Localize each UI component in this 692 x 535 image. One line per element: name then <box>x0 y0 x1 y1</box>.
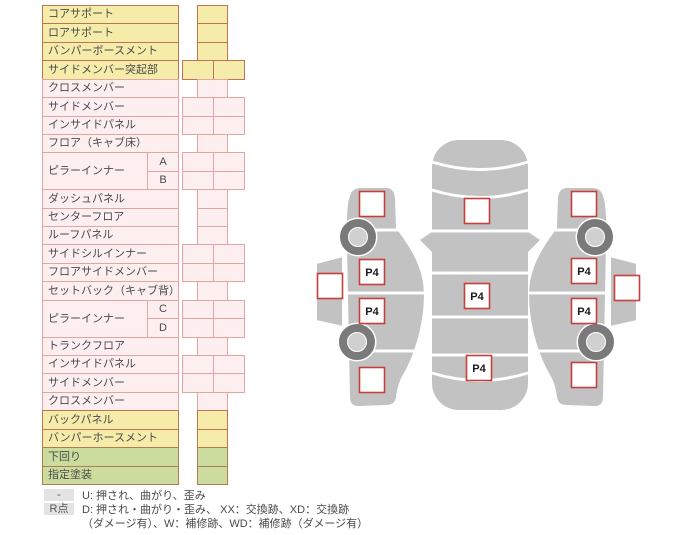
damage-marker-p4[interactable]: P4 <box>572 299 597 324</box>
part-label-cell: クロスメンバー <box>42 392 179 411</box>
legend-row: -U: 押され、曲がり、歪み <box>44 488 368 502</box>
part-label-cell: バンパーボースメント <box>42 42 179 61</box>
part-label-cell: サイドシルインナー <box>42 244 179 264</box>
right-mirror-icon <box>528 232 540 252</box>
legend-code-chip: - <box>44 489 74 501</box>
damage-mark-cell[interactable] <box>182 152 214 172</box>
damage-marker-p4[interactable]: P4 <box>360 260 385 285</box>
damage-mark-cell[interactable] <box>213 263 245 282</box>
damage-mark-cell[interactable] <box>197 134 228 153</box>
damage-mark-cell[interactable] <box>197 23 228 43</box>
damage-marker-square[interactable] <box>615 276 640 301</box>
part-label-cell: 下回り <box>42 447 179 467</box>
damage-mark-cell[interactable] <box>213 171 245 190</box>
part-label-cell: バンパーホースメント <box>42 429 179 448</box>
damage-marker-square[interactable] <box>318 274 343 299</box>
damage-marker-square[interactable] <box>360 368 385 393</box>
legend-code-chip: R点 <box>44 503 74 515</box>
damage-mark-cell[interactable] <box>197 79 228 98</box>
damage-mark-cell[interactable] <box>197 410 228 430</box>
car-damage-diagram: P4 P4 P4 P4 P4 P4 <box>300 130 692 420</box>
damage-mark-cell[interactable] <box>197 337 228 356</box>
legend: -U: 押され、曲がり、歪みR点D: 押され・曲がり・歪み、 XX：交換跡、XD… <box>44 488 368 530</box>
damage-mark-cell[interactable] <box>197 189 228 209</box>
damage-mark-cell[interactable] <box>182 244 214 264</box>
damage-mark-cell[interactable] <box>213 244 245 264</box>
pillar-sub-cell: B <box>147 171 179 190</box>
damage-sheet: コアサポートロアサポートバンパーボースメントサイドメンバー突起部クロスメンバーサ… <box>0 0 692 535</box>
damage-mark-cell[interactable] <box>197 208 228 227</box>
damage-mark-cell[interactable] <box>182 318 214 338</box>
damage-mark-cell[interactable] <box>182 60 214 80</box>
damage-mark-cell[interactable] <box>213 318 245 338</box>
svg-text:P4: P4 <box>472 363 486 375</box>
damage-mark-cell[interactable] <box>182 355 214 374</box>
damage-mark-cell[interactable] <box>197 429 228 448</box>
damage-mark-cell[interactable] <box>213 355 245 374</box>
part-label-cell: ダッシュパネル <box>42 189 179 209</box>
damage-marker-p4[interactable]: P4 <box>572 259 597 284</box>
damage-mark-cell[interactable] <box>213 300 245 319</box>
legend-row: （ダメージ有）、W：補修跡、WD：補修跡（ダメージ有） <box>44 516 368 530</box>
part-label-cell: コアサポート <box>42 5 179 24</box>
damage-mark-cell[interactable] <box>197 281 228 301</box>
part-label-cell: フロアサイドメンバー <box>42 263 179 282</box>
left-mirror-icon <box>420 232 432 252</box>
damage-mark-cell[interactable] <box>182 300 214 319</box>
part-label-cell: サイドメンバー <box>42 97 179 117</box>
part-label-cell: ロアサポート <box>42 23 179 43</box>
damage-marker-p4[interactable]: P4 <box>467 356 492 381</box>
part-label-cell: ピラーインナー <box>42 152 148 190</box>
part-label-cell: インサイドパネル <box>42 116 179 135</box>
svg-text:P4: P4 <box>470 291 484 303</box>
part-label-cell: セットバック（キャブ背） <box>42 281 179 301</box>
damage-marker-square[interactable] <box>465 199 490 224</box>
damage-marker-p4[interactable]: P4 <box>465 284 490 309</box>
legend-code-chip <box>44 517 74 529</box>
part-label-cell: センターフロア <box>42 208 179 227</box>
damage-mark-cell[interactable] <box>197 226 228 245</box>
damage-mark-cell[interactable] <box>197 42 228 61</box>
pillar-sub-cell: A <box>147 152 179 172</box>
svg-text:P4: P4 <box>365 267 379 279</box>
part-label-cell: サイドメンバー <box>42 373 179 393</box>
damage-mark-cell[interactable] <box>182 97 214 117</box>
damage-marker-square[interactable] <box>360 192 385 217</box>
damage-mark-cell[interactable] <box>197 392 228 411</box>
damage-mark-cell[interactable] <box>213 373 245 393</box>
legend-row: R点D: 押され・曲がり・歪み、 XX：交換跡、XD：交換跡 <box>44 502 368 516</box>
damage-marker-square[interactable] <box>572 363 597 388</box>
part-label-cell: クロスメンバー <box>42 79 179 98</box>
damage-marker-square[interactable] <box>572 192 597 217</box>
damage-mark-cell[interactable] <box>182 171 214 190</box>
damage-mark-cell[interactable] <box>197 466 228 485</box>
damage-mark-cell[interactable] <box>197 5 228 24</box>
damage-marker-p4[interactable]: P4 <box>360 299 385 324</box>
part-label-cell: サイドメンバー突起部 <box>42 60 179 80</box>
part-label-cell: フロア（キャブ床） <box>42 134 179 153</box>
pillar-sub-cell: C <box>147 300 179 319</box>
part-label-cell: バックパネル <box>42 410 179 430</box>
damage-mark-cell[interactable] <box>182 373 214 393</box>
part-label-cell: トランクフロア <box>42 337 179 356</box>
svg-text:P4: P4 <box>577 306 591 318</box>
part-label-cell: 指定塗装 <box>42 466 179 485</box>
svg-text:P4: P4 <box>577 266 591 278</box>
part-label-cell: ルーフパネル <box>42 226 179 245</box>
damage-mark-cell[interactable] <box>213 152 245 172</box>
damage-mark-cell[interactable] <box>182 263 214 282</box>
damage-mark-cell[interactable] <box>213 116 245 135</box>
part-label-cell: ピラーインナー <box>42 300 148 338</box>
damage-mark-cell[interactable] <box>182 116 214 135</box>
part-label-cell: インサイドパネル <box>42 355 179 374</box>
damage-mark-cell[interactable] <box>213 60 245 80</box>
damage-mark-cell[interactable] <box>197 447 228 467</box>
legend-text: （ダメージ有）、W：補修跡、WD：補修跡（ダメージ有） <box>82 515 368 531</box>
svg-text:P4: P4 <box>365 306 379 318</box>
pillar-sub-cell: D <box>147 318 179 338</box>
damage-mark-cell[interactable] <box>213 97 245 117</box>
